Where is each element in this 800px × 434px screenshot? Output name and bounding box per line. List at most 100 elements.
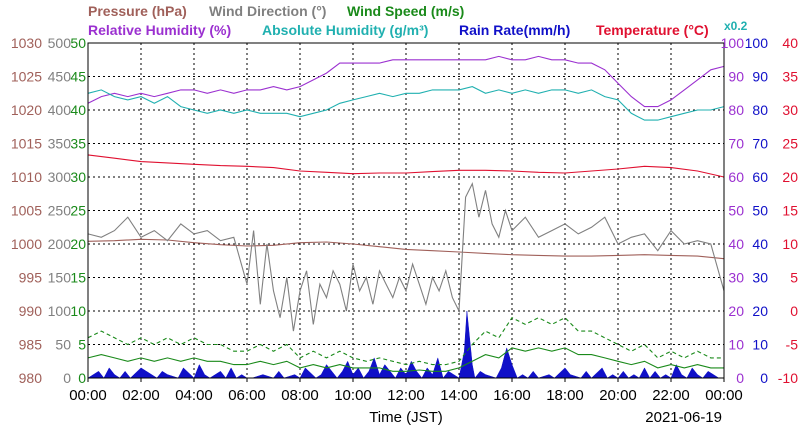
temperature-tick-label: 0: [790, 303, 798, 319]
x-tick-label: 00:00: [69, 387, 107, 404]
wind-direction-tick-label: 450: [48, 69, 72, 85]
rain-rate-tick-label: 60: [752, 169, 768, 185]
rain-rate-area: [87, 310, 724, 379]
humidity-tick-label: 70: [728, 136, 744, 152]
header-wind-direction-label: Wind Direction (°): [209, 3, 326, 19]
pressure-tick-label: 1025: [11, 69, 42, 85]
rain-rate-tick-label: 0: [760, 370, 768, 386]
x-tick-label: 20:00: [599, 387, 637, 404]
x-tick-label: 18:00: [546, 387, 584, 404]
temperature-tick-label: 30: [782, 102, 798, 118]
rain-rate-tick-label: 70: [752, 136, 768, 152]
x-tick-label: 16:00: [493, 387, 531, 404]
temperature-tick-label: -10: [778, 370, 798, 386]
header-pressure-label: Pressure (hPa): [88, 3, 187, 19]
rain-rate-tick-label: 30: [752, 270, 768, 286]
series-line: [87, 55, 725, 108]
wind-direction-tick-label: 350: [48, 136, 72, 152]
humidity-tick-label: 40: [728, 236, 744, 252]
temperature-tick-label: 10: [782, 236, 798, 252]
x-axis: 00:00 02:00 04:00 06:00 08:00 10:00 12:00 14:00…: [69, 378, 743, 404]
rain-rate-tick-label: 10: [752, 337, 768, 353]
wind-direction-tick-label: 150: [48, 270, 72, 286]
pressure-tick-label: 980: [19, 370, 43, 386]
series-line: [87, 316, 724, 366]
wind-direction-tick-label: 200: [48, 236, 72, 252]
humidity-tick-label: 10: [728, 337, 744, 353]
pressure-tick-label: 1005: [11, 203, 42, 219]
temperature-tick-label: -5: [786, 337, 799, 353]
x-tick-label: 10:00: [334, 387, 372, 404]
temperature-tick-label: 5: [790, 270, 798, 286]
humidity-tick-label: 60: [728, 169, 744, 185]
header-abs-humidity-scale-note: x0.2: [724, 19, 748, 33]
humidity-tick-label: 20: [728, 303, 744, 319]
pressure-tick-label: 1010: [11, 169, 42, 185]
x-tick-label: 06:00: [228, 387, 266, 404]
pressure-tick-label: 1020: [11, 102, 42, 118]
humidity-tick-label: 50: [728, 203, 744, 219]
wind-direction-tick-label: 500: [48, 35, 72, 51]
chart-date: 2021-06-19: [645, 409, 722, 426]
pressure-tick-label: 990: [19, 303, 43, 319]
wind-direction-tick-label: 300: [48, 169, 72, 185]
rain-rate-tick-label: 20: [752, 303, 768, 319]
header-wind-speed-label: Wind Speed (m/s): [347, 3, 464, 19]
series-line: [87, 154, 725, 178]
wind-direction-tick-label: 400: [48, 102, 72, 118]
humidity-tick-label: 0: [736, 370, 744, 386]
x-tick-label: 12:00: [387, 387, 425, 404]
header-temperature-label: Temperature (°C): [596, 22, 709, 38]
humidity-tick-label: 90: [728, 69, 744, 85]
rain-rate-tick-label: 40: [752, 236, 768, 252]
chart-header: Pressure (hPa) Wind Direction (°) Wind S…: [88, 3, 748, 38]
pressure-tick-label: 1015: [11, 136, 42, 152]
pressure-tick-label: 995: [19, 270, 43, 286]
x-tick-label: 08:00: [281, 387, 319, 404]
temperature-tick-label: 35: [782, 69, 798, 85]
wind-direction-tick-label: 0: [63, 370, 71, 386]
wind-speed-tick-label: 45: [70, 69, 86, 85]
temperature-tick-label: 40: [782, 35, 798, 51]
wind-direction-tick-label: 100: [48, 303, 72, 319]
x-axis-label: Time (JST): [369, 409, 443, 426]
rain-rate-tick-label: 90: [752, 69, 768, 85]
rain-rate-series: [87, 310, 724, 379]
wind-speed-tick-label: 30: [70, 169, 86, 185]
wind-direction-tick-label: 250: [48, 203, 72, 219]
wind-speed-tick-label: 35: [70, 136, 86, 152]
humidity-tick-label: 30: [728, 270, 744, 286]
series-line: [87, 238, 725, 260]
x-tick-label: 04:00: [175, 387, 213, 404]
header-rain-rate-label: Rain Rate(mm/h): [459, 22, 570, 38]
y-axes: 1030102510201015101010051000995990985980…: [11, 35, 798, 386]
wind-speed-tick-label: 5: [78, 337, 86, 353]
wind-speed-tick-label: 25: [70, 203, 86, 219]
temperature-tick-label: 15: [782, 203, 798, 219]
rain-rate-tick-label: 80: [752, 102, 768, 118]
humidity-tick-label: 100: [721, 35, 745, 51]
temperature-tick-label: 20: [782, 169, 798, 185]
wind-direction-tick-label: 50: [55, 337, 71, 353]
x-tick-label: 22:00: [652, 387, 690, 404]
wind-speed-tick-label: 15: [70, 270, 86, 286]
pressure-tick-label: 1000: [11, 236, 42, 252]
wind-speed-tick-label: 50: [70, 35, 86, 51]
wind-speed-tick-label: 0: [78, 370, 86, 386]
series-lines: [87, 55, 725, 372]
x-tick-label: 02:00: [122, 387, 160, 404]
series-line: [87, 86, 725, 121]
rain-rate-tick-label: 50: [752, 203, 768, 219]
wind-speed-tick-label: 10: [70, 303, 86, 319]
pressure-tick-label: 985: [19, 337, 43, 353]
series-line: [87, 347, 724, 372]
x-tick-label: 00:00: [705, 387, 743, 404]
wind-speed-tick-label: 20: [70, 236, 86, 252]
wind-speed-tick-label: 40: [70, 102, 86, 118]
x-tick-label: 14:00: [440, 387, 478, 404]
series-line: [87, 182, 725, 332]
header-relative-humidity-label: Relative Humidity (%): [88, 22, 231, 38]
humidity-tick-label: 80: [728, 102, 744, 118]
rain-rate-tick-label: 100: [745, 35, 769, 51]
